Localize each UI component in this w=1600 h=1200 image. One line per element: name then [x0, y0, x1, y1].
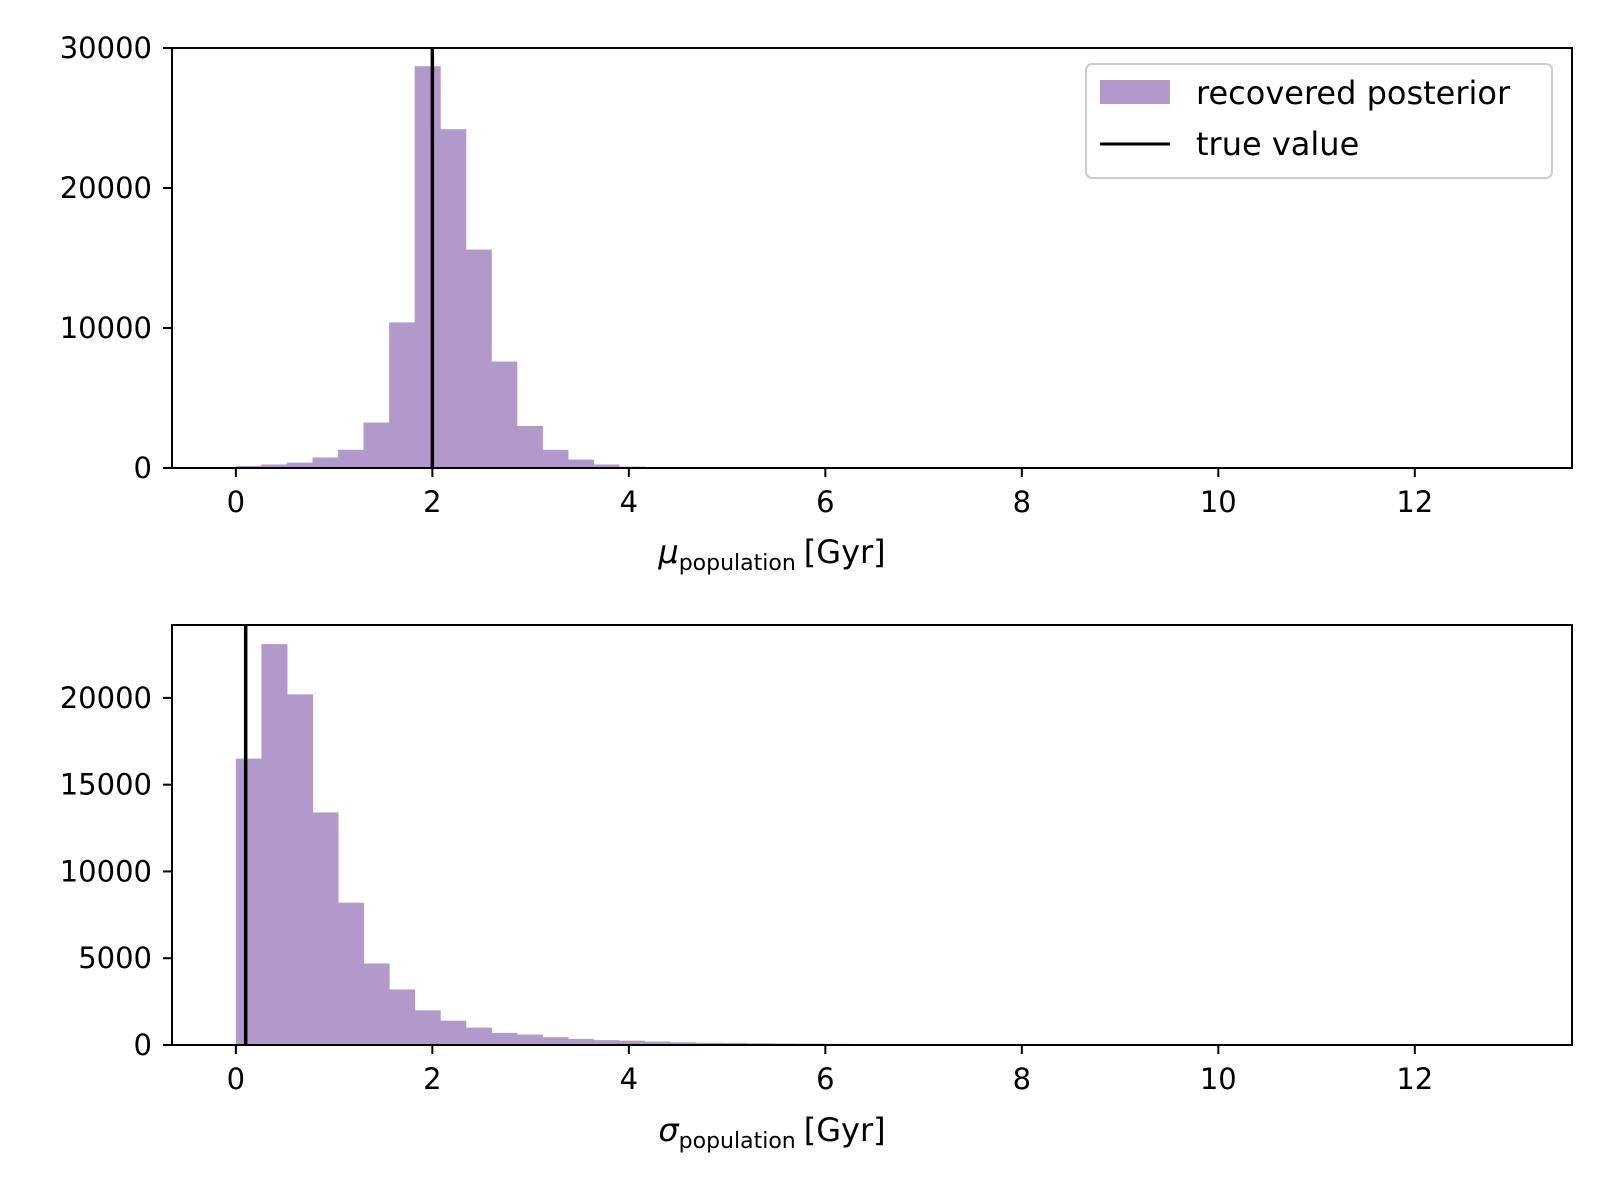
histogram-bar [542, 449, 569, 468]
x-tick-label: 4 [620, 1062, 638, 1096]
histogram-bars [235, 644, 1029, 1045]
x-tick-label: 6 [816, 1062, 834, 1096]
histogram-bar [465, 249, 492, 468]
histogram-bar [286, 462, 313, 468]
histogram-bar [593, 464, 620, 468]
y-tick-label: 10000 [60, 311, 152, 345]
y-ticks: 0 10000 20000 30000 [60, 31, 172, 485]
histogram-bar [721, 1042, 748, 1045]
histogram-bar [312, 457, 339, 468]
axes-frame [171, 624, 1573, 1046]
histogram-bar [312, 812, 339, 1045]
x-ticks: 0 2 4 6 8 10 12 [227, 468, 1433, 519]
histogram-bar [261, 644, 288, 1045]
histogram-bar [414, 66, 441, 468]
x-tick-label: 4 [620, 485, 638, 519]
histogram-bar [491, 1032, 518, 1045]
histogram-bar [261, 464, 288, 468]
histogram-bar [695, 1042, 722, 1045]
x-ticks: 0 2 4 6 8 10 12 [227, 1045, 1433, 1096]
histogram-bar [235, 465, 262, 468]
legend: recovered posterior true value [1085, 63, 1553, 179]
x-tick-label: 0 [227, 1062, 245, 1096]
histogram-bar [644, 1041, 671, 1045]
histogram-bar [542, 1037, 569, 1045]
x-tick-label: 6 [816, 485, 834, 519]
x-tick-label: 10 [1200, 1062, 1237, 1096]
x-tick-label: 2 [423, 485, 441, 519]
y-tick-label: 0 [134, 451, 152, 485]
histogram-bar [465, 1027, 492, 1045]
x-axis-subscript: population [679, 551, 796, 576]
histogram-bar [567, 1038, 594, 1045]
histogram-bar [491, 361, 518, 468]
x-tick-label: 8 [1013, 1062, 1031, 1096]
y-ticks: 0 5000 10000 15000 20000 [60, 681, 172, 1062]
x-tick-label: 0 [227, 485, 245, 519]
histogram-bar [619, 1040, 646, 1045]
y-tick-label: 10000 [60, 854, 152, 888]
panel-sigma-population: 0 2 4 6 8 10 12 0 5000 10000 15000 20000 σpopulati… [60, 624, 1573, 1154]
x-tick-label: 8 [1013, 485, 1031, 519]
histogram-bar [593, 1040, 620, 1045]
x-axis-unit: [Gyr] [804, 533, 886, 571]
legend-box [1085, 63, 1553, 179]
x-axis-subscript: population [679, 1129, 796, 1154]
histogram-bar [670, 1042, 697, 1045]
histogram-bar [338, 449, 365, 468]
panel-mu-population: 0 2 4 6 8 10 12 0 10000 20000 30000 μpopulation [G… [60, 31, 1573, 576]
x-tick-label: 12 [1396, 485, 1433, 519]
x-axis-unit: [Gyr] [804, 1111, 886, 1149]
histogram-bar [440, 129, 467, 468]
legend-label-recovered-posterior: recovered posterior [1196, 74, 1511, 112]
histogram-bar [363, 422, 390, 468]
x-axis-label: σpopulation [Gyr] [658, 1111, 885, 1154]
histogram-bar [363, 963, 390, 1045]
legend-patch-recovered-posterior [1100, 80, 1170, 104]
histogram-bar [389, 322, 416, 468]
y-tick-label: 0 [134, 1028, 152, 1062]
histogram-bar [235, 758, 262, 1045]
y-tick-label: 5000 [78, 941, 152, 975]
x-tick-label: 10 [1200, 485, 1237, 519]
x-axis-label: μpopulation [Gyr] [657, 533, 885, 576]
y-tick-label: 20000 [60, 171, 152, 205]
y-tick-label: 30000 [60, 31, 152, 65]
histogram-bar [567, 459, 594, 468]
histogram-bar [389, 989, 416, 1045]
histogram-bar [516, 1034, 543, 1045]
legend-label-true-value: true value [1196, 125, 1359, 163]
histogram-bar [414, 1010, 441, 1045]
x-tick-label: 2 [423, 1062, 441, 1096]
histogram-bar [338, 902, 365, 1045]
histogram-bars [235, 66, 646, 468]
axes-frame [171, 47, 1573, 469]
histogram-bar [286, 694, 313, 1045]
y-tick-label: 20000 [60, 681, 152, 715]
y-tick-label: 15000 [60, 768, 152, 802]
x-axis-symbol: μ [657, 533, 678, 571]
histogram-bar [516, 426, 543, 468]
x-tick-label: 12 [1396, 1062, 1433, 1096]
x-axis-symbol: σ [658, 1111, 680, 1149]
histogram-bar [440, 1020, 467, 1045]
